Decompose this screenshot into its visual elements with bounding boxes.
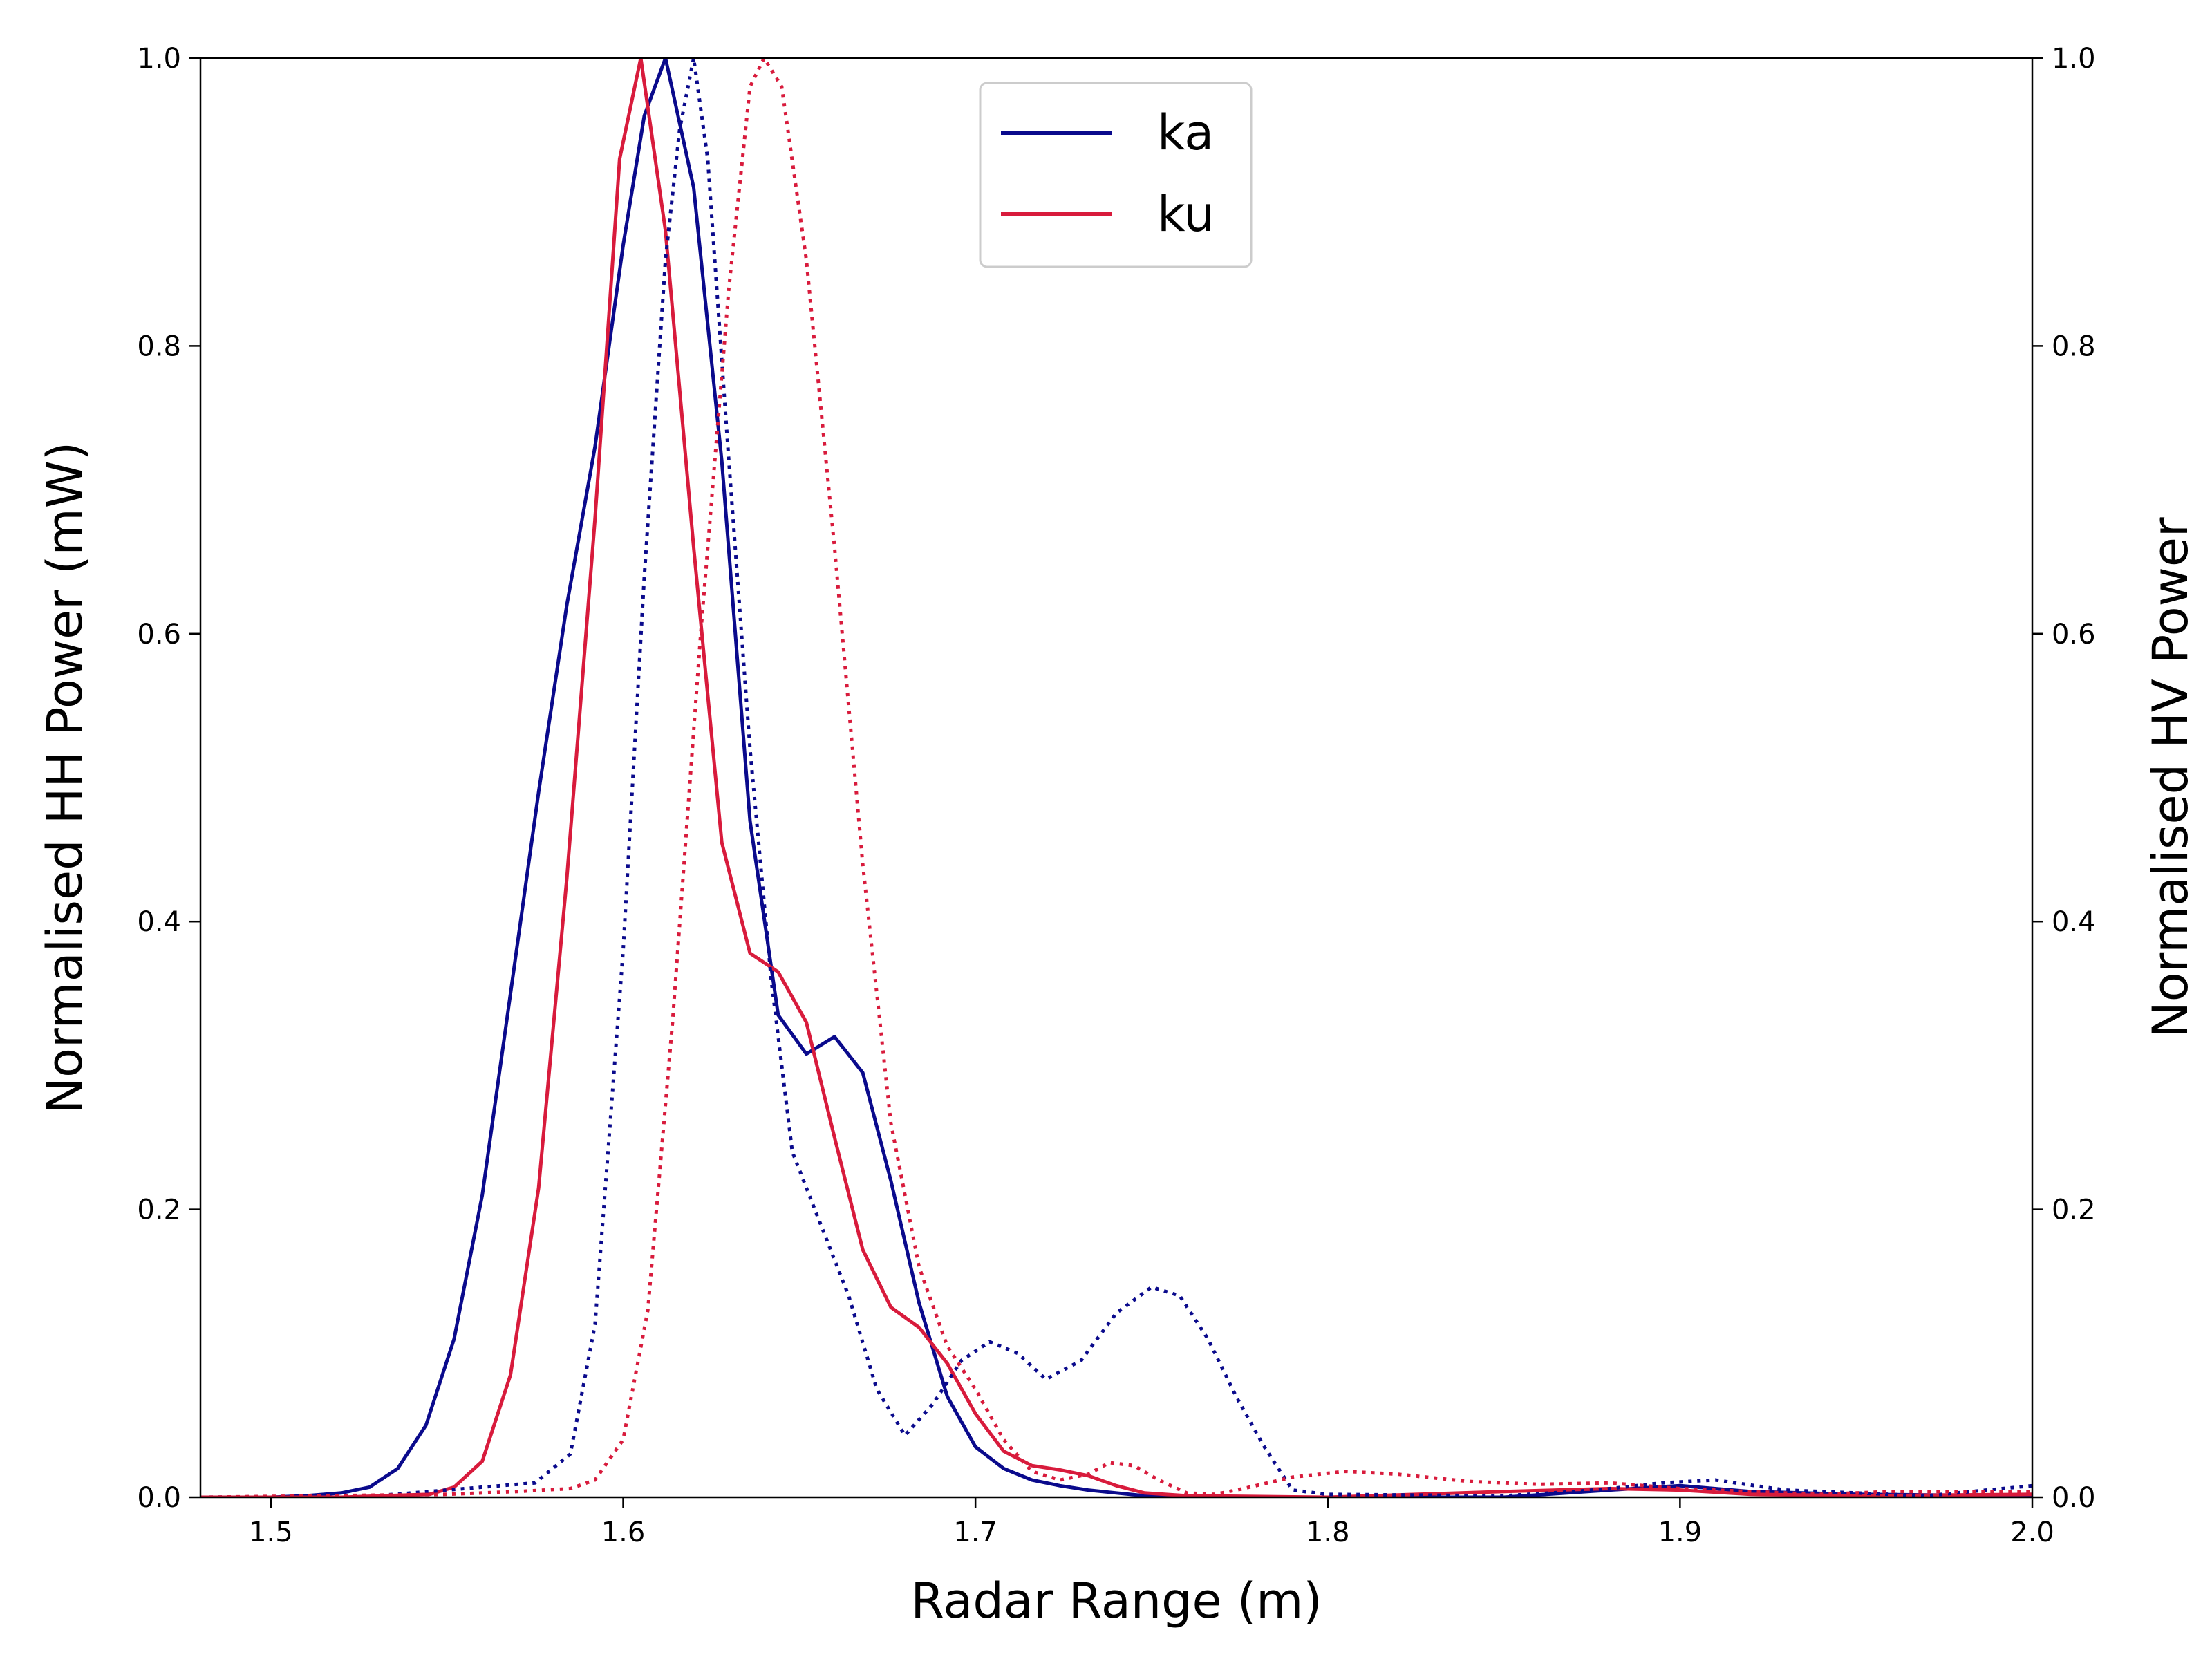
y-tick-label-right: 0.2: [2052, 1194, 2096, 1226]
y-tick-label-left: 0.2: [137, 1194, 181, 1226]
x-tick-label: 1.8: [1306, 1517, 1350, 1548]
x-tick-label: 2.0: [2010, 1517, 2054, 1548]
legend-label-ku: ku: [1157, 186, 1215, 243]
legend-label-ka: ka: [1157, 104, 1214, 161]
y-axis-title-left: Normalised HH Power (mW): [37, 442, 93, 1114]
y-tick-label-right: 0.6: [2052, 619, 2096, 650]
y-tick-label-right: 1.0: [2052, 43, 2096, 75]
axes-group: 1.5 1.6 1.7 1.8 1.9 2.00.00.20.40.60.81.00.00…: [137, 43, 2095, 1548]
legend: ka ku: [979, 82, 1253, 268]
y-tick-label-left: 0.6: [137, 619, 181, 650]
y-tick-label-left: 0.4: [137, 906, 181, 938]
y-tick-label-left: 1.0: [137, 43, 181, 75]
x-axis-title: Radar Range (m): [910, 1573, 1322, 1629]
x-tick-label: 1.9: [1658, 1517, 1703, 1548]
y-tick-label-right: 0.0: [2052, 1482, 2096, 1514]
series-line-ka-hh: [200, 58, 2032, 1497]
y-tick-label-right: 0.4: [2052, 906, 2096, 938]
y-axis-title-right: Normalised HV Power: [2142, 517, 2199, 1038]
y-tick-label-left: 0.0: [137, 1482, 181, 1514]
y-tick-label-right: 0.8: [2052, 330, 2096, 362]
series-line-ku-hh: [200, 58, 2032, 1497]
legend-box: [979, 82, 1253, 268]
series-group: [200, 58, 2032, 1497]
x-tick-label: 1.7: [953, 1517, 997, 1548]
y-tick-label-left: 0.8: [137, 330, 181, 362]
x-tick-label: 1.5: [249, 1517, 293, 1548]
x-tick-label: 1.6: [601, 1517, 646, 1548]
